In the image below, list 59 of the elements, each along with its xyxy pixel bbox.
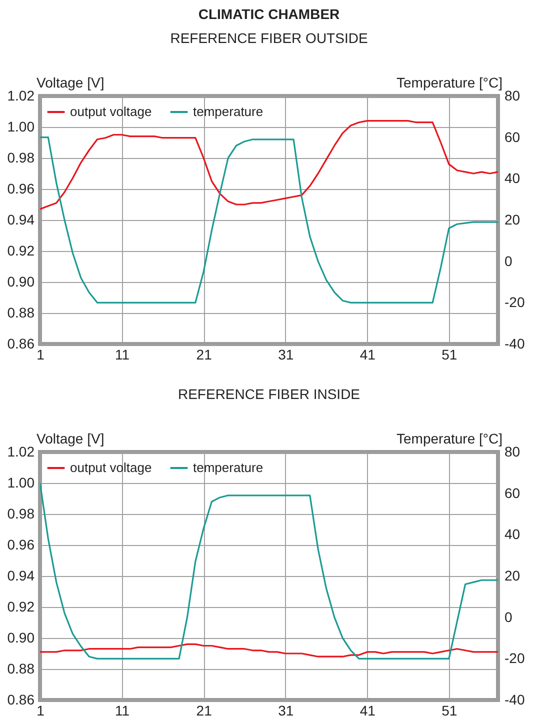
x-tick-label: 51 xyxy=(442,702,458,718)
y-tick-label: 1.02 xyxy=(7,444,35,460)
y2-tick-label: 0 xyxy=(504,252,512,269)
y-tick-label: 0.86 xyxy=(7,692,35,708)
y-tick-label: 1.02 xyxy=(7,88,35,104)
y2-tick-label: -20 xyxy=(504,650,525,666)
line-series xyxy=(40,482,498,660)
y2-tick-label: 60 xyxy=(504,484,520,501)
y-tick-label: 0.94 xyxy=(7,212,35,228)
x-tick-label: 51 xyxy=(442,346,458,362)
x-tick-label: 41 xyxy=(360,346,376,362)
y2-tick-label: -40 xyxy=(504,336,525,352)
x-tick-label: 11 xyxy=(115,346,130,362)
x-tick-label: 31 xyxy=(278,346,294,362)
y2-tick-label: -20 xyxy=(504,294,525,310)
y-axis-title: Voltage [V] xyxy=(36,74,104,90)
y-tick-label: 1.00 xyxy=(7,474,35,490)
chart-subtitle: REFERENCE FIBER OUTSIDE xyxy=(170,30,368,46)
y2-tick-label: 80 xyxy=(504,88,520,104)
legend-label: output voltage xyxy=(70,460,152,475)
legend-label: temperature xyxy=(193,104,264,119)
x-tick-label: 21 xyxy=(196,346,212,362)
legend-label: temperature xyxy=(193,460,264,475)
x-tick-label: 1 xyxy=(36,346,45,362)
y-tick-label: 0.94 xyxy=(7,568,35,584)
y-tick-label: 0.98 xyxy=(7,150,35,166)
y-tick-label: 1.00 xyxy=(7,118,35,134)
y2-axis-title: Temperature [°C] xyxy=(396,430,502,446)
y-tick-label: 0.92 xyxy=(7,598,35,614)
x-tick-label: 11 xyxy=(115,702,130,718)
line-series xyxy=(40,136,498,304)
y2-tick-label: 40 xyxy=(504,526,520,542)
y2-tick-label: 0 xyxy=(504,608,512,625)
y2-tick-label: 20 xyxy=(504,568,520,584)
y2-tick-label: -40 xyxy=(504,692,525,708)
x-tick-label: 31 xyxy=(278,702,294,718)
x-tick-label: 41 xyxy=(360,702,376,718)
y-tick-label: 0.88 xyxy=(7,304,35,320)
y-axis-title: Voltage [V] xyxy=(36,430,104,446)
line-series xyxy=(40,120,498,210)
x-tick-label: 1 xyxy=(36,702,45,718)
y-tick-label: 0.98 xyxy=(7,506,35,522)
chart-title: REFERENCE FIBER INSIDE xyxy=(178,386,360,402)
y-tick-label: 0.96 xyxy=(7,536,35,552)
y-tick-label: 0.92 xyxy=(7,242,35,258)
y-tick-label: 0.86 xyxy=(7,336,35,352)
y-tick-label: 0.96 xyxy=(7,180,35,196)
legend-label: output voltage xyxy=(70,104,152,119)
y2-axis-title: Temperature [°C] xyxy=(396,74,502,90)
y2-tick-label: 20 xyxy=(504,212,520,228)
y-tick-label: 0.90 xyxy=(7,274,35,290)
chart-title: CLIMATIC CHAMBER xyxy=(198,6,340,22)
y2-tick-label: 60 xyxy=(504,128,520,145)
y2-tick-label: 80 xyxy=(504,444,520,460)
line-series xyxy=(40,643,498,658)
y-tick-label: 0.88 xyxy=(7,660,35,676)
y-tick-label: 0.90 xyxy=(7,630,35,646)
y2-tick-label: 40 xyxy=(504,170,520,186)
x-tick-label: 21 xyxy=(196,702,212,718)
